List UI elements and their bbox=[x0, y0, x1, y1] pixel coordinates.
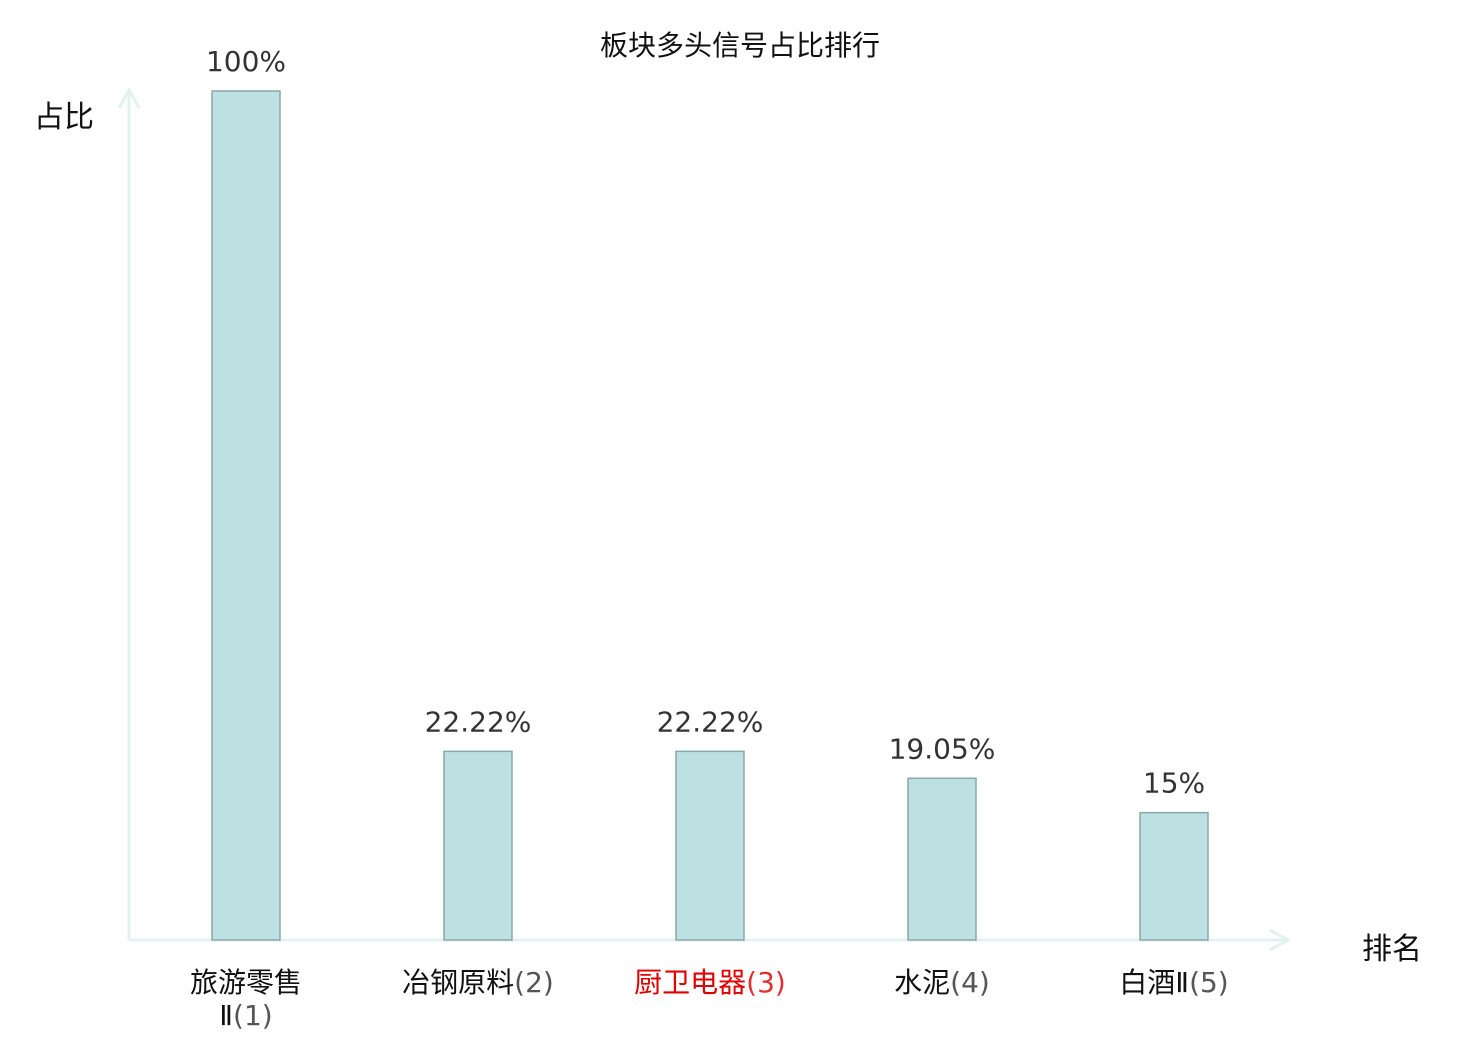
category-name: 白酒Ⅱ bbox=[1119, 966, 1190, 999]
category-rank: (3) bbox=[746, 966, 786, 999]
value-label-2: 22.22% bbox=[425, 705, 532, 738]
category-label-2: 冶钢原料(2) bbox=[378, 966, 578, 999]
bar-3 bbox=[675, 750, 745, 941]
chart-title: 板块多头信号占比排行 bbox=[599, 29, 880, 62]
category-rank: (1) bbox=[233, 999, 273, 1032]
category-rank: (4) bbox=[950, 966, 990, 999]
category-name: 旅游零售Ⅱ bbox=[189, 966, 302, 1032]
value-label-5: 15% bbox=[1143, 767, 1205, 800]
bar-1 bbox=[211, 90, 281, 941]
bars bbox=[211, 90, 1209, 941]
bar-5 bbox=[1139, 811, 1209, 941]
y-axis-label: 占比 bbox=[34, 100, 94, 135]
y-axis-arrow bbox=[117, 86, 141, 109]
category-label-1: 旅游零售Ⅱ(1) bbox=[176, 966, 316, 1032]
category-label-4: 水泥(4) bbox=[842, 966, 1042, 999]
category-name: 厨卫电器 bbox=[634, 966, 747, 999]
category-label-5: 白酒Ⅱ(5) bbox=[1074, 966, 1274, 999]
value-label-4: 19.05% bbox=[889, 732, 996, 765]
bar-2 bbox=[443, 750, 513, 941]
x-axis-label: 排名 bbox=[1362, 932, 1422, 967]
bar-4 bbox=[907, 777, 977, 941]
value-labels: 100% 22.22% 22.22% 19.05% 15% bbox=[206, 45, 1205, 800]
category-rank: (2) bbox=[514, 966, 554, 999]
category-name: 水泥 bbox=[894, 966, 951, 999]
x-axis-arrow bbox=[1269, 928, 1292, 952]
value-label-1: 100% bbox=[206, 45, 286, 78]
category-label-3: 厨卫电器(3) bbox=[610, 966, 810, 999]
value-label-3: 22.22% bbox=[657, 705, 764, 738]
category-rank: (5) bbox=[1189, 966, 1229, 999]
category-name: 冶钢原料 bbox=[402, 966, 515, 999]
